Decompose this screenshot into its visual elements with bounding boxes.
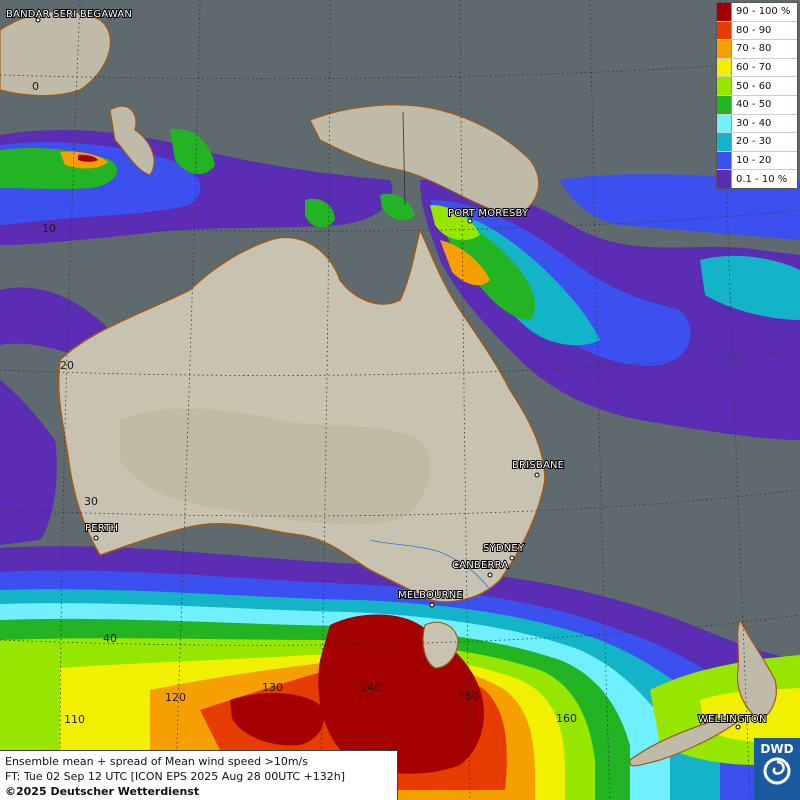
legend-swatch — [717, 95, 732, 114]
legend-row: 0.1 - 10 % — [717, 170, 797, 188]
probability-legend: 90 - 100 % 80 - 90 70 - 80 60 - 70 50 - 60 40… — [716, 2, 798, 189]
city-label-melbourne: MELBOURNE — [398, 590, 463, 601]
lat-label-0: 0 — [32, 80, 39, 93]
borneo-landmass — [0, 10, 111, 97]
product-description: Ensemble mean + spread of Mean wind spee… — [5, 755, 308, 768]
lat-label-10: 10 — [42, 222, 56, 235]
legend-row: 90 - 100 % — [717, 3, 797, 22]
dwd-logo: DWD — [754, 738, 800, 800]
legend-label: 80 - 90 — [736, 24, 772, 36]
legend-label: 30 - 40 — [736, 117, 772, 129]
city-label-brisbane: BRISBANE — [512, 460, 564, 471]
city-marker-perth[interactable] — [93, 535, 99, 541]
legend-row: 70 - 80 — [717, 40, 797, 59]
lon-label-160: 160 — [556, 712, 577, 725]
legend-row: 80 - 90 — [717, 21, 797, 41]
dwd-swirl-icon — [763, 757, 791, 785]
legend-row: 20 - 30 — [717, 133, 797, 152]
legend-row: 60 - 70 — [717, 58, 797, 78]
legend-label: 20 - 30 — [736, 136, 772, 148]
lat-label-40: 40 — [103, 632, 117, 645]
forecast-time: FT: Tue 02 Sep 12 UTC [ICON EPS 2025 Aug… — [5, 770, 346, 783]
lon-label-130: 130 — [262, 681, 283, 694]
legend-label: 70 - 80 — [736, 43, 772, 55]
lon-label-150: 150 — [458, 690, 479, 703]
legend-label: 0.1 - 10 % — [736, 173, 788, 185]
lon-label-120: 120 — [165, 691, 186, 704]
city-label-sydney: SYDNEY — [483, 543, 525, 554]
river — [369, 539, 491, 591]
dwd-logo-text: DWD — [760, 742, 794, 756]
lat-label-20: 20 — [60, 359, 74, 372]
legend-swatch — [717, 21, 732, 40]
city-label-wellington: WELLINGTON — [698, 714, 767, 725]
legend-row: 30 - 40 — [717, 114, 797, 134]
legend-swatch — [717, 40, 732, 58]
info-box: Ensemble mean + spread of Mean wind spee… — [0, 750, 398, 800]
legend-swatch — [717, 77, 732, 95]
legend-label: 90 - 100 % — [736, 6, 791, 18]
legend-row: 50 - 60 — [717, 77, 797, 96]
city-marker-sydney[interactable] — [509, 555, 515, 561]
australia-interior-shading — [120, 408, 431, 525]
city-marker-melbourne[interactable] — [429, 602, 435, 608]
legend-row: 40 - 50 — [717, 95, 797, 115]
lon-label-140: 140 — [360, 681, 381, 694]
australia-landmass — [57, 227, 546, 603]
legend-swatch — [717, 170, 732, 188]
legend-label: 50 - 60 — [736, 80, 772, 92]
lon-label-110: 110 — [64, 713, 85, 726]
legend-row: 10 - 20 — [717, 151, 797, 171]
legend-label: 60 - 70 — [736, 62, 772, 74]
city-label-bandar: BANDAR SERI BEGAWAN — [6, 9, 132, 20]
legend-swatch — [717, 133, 732, 151]
city-marker-wellington[interactable] — [735, 724, 741, 730]
city-label-canberra: CANBERRA — [452, 560, 508, 571]
city-marker-port-moresby[interactable] — [467, 218, 473, 224]
city-marker-canberra[interactable] — [487, 572, 493, 578]
city-label-port-moresby: PORT MORESBY — [448, 208, 529, 219]
city-marker-bandar[interactable] — [35, 17, 41, 23]
legend-swatch — [717, 3, 732, 21]
new-zealand-south-island — [629, 715, 741, 767]
city-markers: BANDAR SERI BEGAWAN PORT MORESBY BRISBAN… — [5, 8, 767, 730]
copyright: ©2025 Deutscher Wetterdienst — [5, 785, 200, 798]
new-zealand-north-island — [736, 618, 777, 721]
legend-swatch — [717, 151, 732, 170]
sulawesi-landmass — [109, 105, 155, 176]
legend-swatch — [717, 58, 732, 77]
legend-swatch — [717, 114, 732, 133]
new-guinea-landmass — [309, 104, 540, 216]
city-marker-brisbane[interactable] — [534, 472, 540, 478]
png-border — [402, 111, 406, 206]
lat-label-30: 30 — [84, 495, 98, 508]
legend-label: 40 - 50 — [736, 99, 772, 111]
tasmania-landmass — [422, 621, 459, 669]
legend-label: 10 - 20 — [736, 155, 772, 167]
city-label-perth: PERTH — [85, 523, 118, 534]
